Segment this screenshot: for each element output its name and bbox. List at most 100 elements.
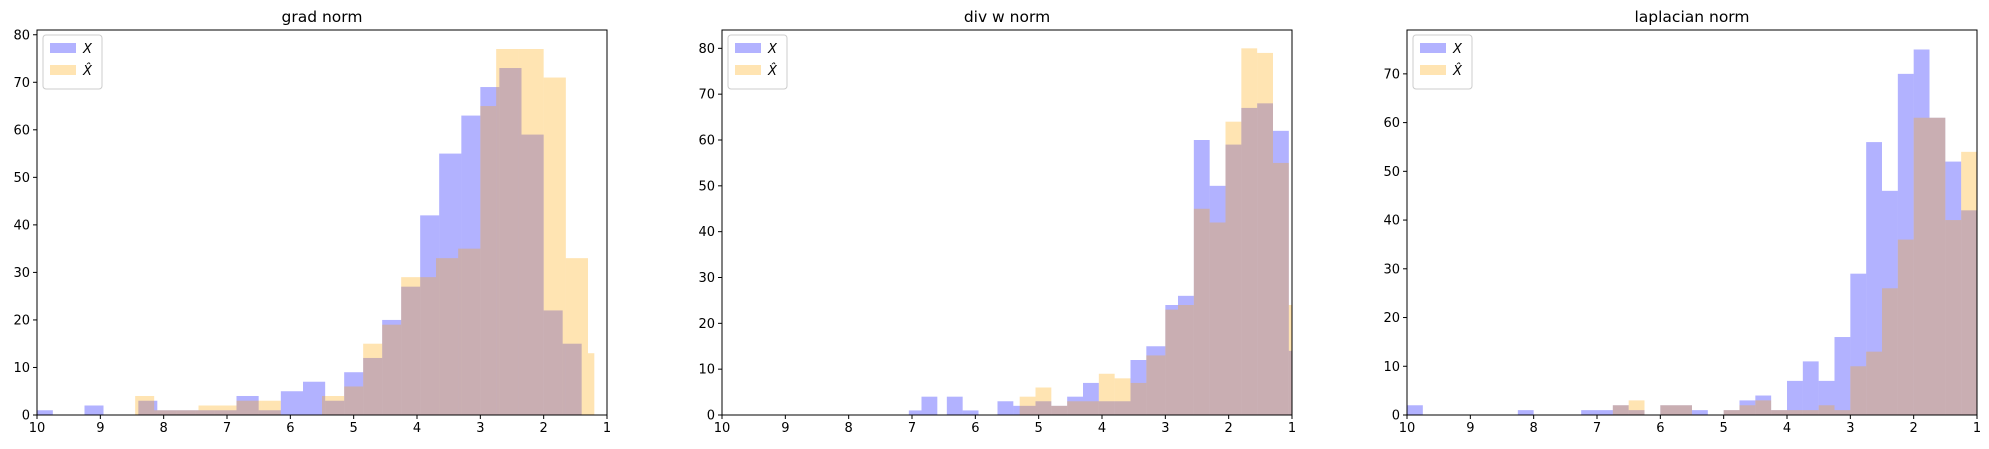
- histogram-bar: [1193, 140, 1210, 415]
- y-tick-label: 40: [698, 225, 715, 240]
- histogram-bar: [1612, 405, 1629, 415]
- legend-label: X: [1452, 42, 1463, 57]
- y-tick-label: 80: [698, 42, 715, 57]
- series-2-bars: [135, 49, 595, 416]
- histogram-bar: [1929, 117, 1946, 415]
- x-tick-label: 9: [1466, 421, 1474, 436]
- histogram-bar: [401, 286, 421, 415]
- histogram-bar: [401, 277, 421, 415]
- histogram-bar: [908, 410, 922, 415]
- histogram-bar: [461, 115, 481, 415]
- histogram-bar: [157, 410, 177, 415]
- histogram-bar: [363, 357, 383, 415]
- histogram-bar: [176, 410, 196, 415]
- histogram-bar: [1165, 305, 1178, 415]
- legend-box: [727, 34, 788, 90]
- x-tick-label: 2: [540, 421, 548, 436]
- histogram-bar: [1961, 210, 1977, 415]
- histogram-bar: [458, 248, 481, 415]
- histogram-bar: [1193, 208, 1210, 415]
- histogram-bar: [1067, 401, 1083, 415]
- histogram-bar: [84, 405, 104, 415]
- histogram-bar: [135, 395, 155, 415]
- x-tick-label: 8: [1530, 421, 1538, 436]
- legend-label: X̂: [767, 64, 778, 79]
- series-1-bars: [1407, 49, 1977, 416]
- histogram-bar: [1114, 401, 1131, 415]
- y-tick-label: 30: [698, 271, 715, 286]
- axes-frame: [721, 29, 1293, 416]
- histogram-bar: [1146, 346, 1166, 415]
- histogram-bar: [480, 106, 497, 416]
- histogram-bar: [303, 381, 326, 415]
- histogram-bar: [214, 410, 237, 415]
- y-tick-label: 70: [698, 88, 715, 103]
- x-tick-label: 10: [1399, 421, 1416, 436]
- histogram-bar: [1273, 130, 1289, 415]
- histogram-bar: [1288, 350, 1292, 415]
- x-tick-label: 4: [413, 421, 421, 436]
- x-tick-label: 8: [845, 421, 853, 436]
- x-tick-label: 3: [476, 421, 484, 436]
- histogram-bar: [1913, 117, 1930, 415]
- y-tick-label: 20: [698, 317, 715, 332]
- histogram-bar: [1802, 361, 1819, 415]
- histogram-bar: [1723, 410, 1740, 415]
- histogram-bar: [1130, 382, 1147, 415]
- histogram-bar: [1209, 185, 1226, 415]
- histogram-bar: [1834, 337, 1851, 415]
- legend-swatch: [50, 43, 76, 53]
- y-tick-label: 50: [1383, 165, 1400, 180]
- histogram-bar: [543, 310, 563, 415]
- chart-title: div w norm: [964, 8, 1050, 26]
- histogram-bar: [1035, 387, 1052, 415]
- x-tick-label: 8: [160, 421, 168, 436]
- histogram-bar: [1019, 396, 1036, 415]
- histogram-bar: [1013, 405, 1036, 415]
- histogram-bar: [1802, 410, 1819, 415]
- y-tick-label: 20: [1383, 311, 1400, 326]
- legend-label: X̂: [82, 64, 93, 79]
- histogram-bar: [1581, 410, 1613, 415]
- histogram-bar: [1850, 273, 1867, 415]
- y-tick-label: 50: [698, 179, 715, 194]
- x-tick-label: 9: [96, 421, 104, 436]
- histogram-bar: [1628, 400, 1645, 415]
- y-tick-label: 60: [1383, 116, 1400, 131]
- histogram-bar: [1225, 144, 1242, 415]
- histogram-bar: [1051, 405, 1068, 415]
- y-tick-label: 60: [13, 123, 30, 138]
- legend-label: X: [767, 42, 778, 57]
- histogram-bar: [420, 215, 440, 415]
- histogram-bar: [518, 49, 544, 415]
- x-tick-label: 7: [1593, 421, 1601, 436]
- legend-box: [42, 34, 103, 90]
- histogram-bar: [1273, 162, 1289, 415]
- histogram-bar: [1818, 405, 1835, 415]
- series-1-bars: [908, 103, 1292, 416]
- histogram-bar: [1257, 52, 1273, 416]
- histogram-bar: [1818, 380, 1835, 415]
- legend-label: X̂: [1452, 64, 1463, 79]
- histogram-bar: [1067, 396, 1083, 415]
- histogram-bar: [1612, 405, 1629, 415]
- chart-title: grad norm: [282, 8, 363, 26]
- histogram-bar: [138, 400, 158, 415]
- histogram-bar: [1945, 161, 1962, 415]
- legend: X X̂: [727, 34, 788, 90]
- y-tick-label: 80: [13, 28, 30, 43]
- histogram-bar: [1098, 373, 1115, 415]
- histogram-bar: [1850, 366, 1867, 415]
- histogram-bar: [1945, 220, 1962, 415]
- x-tick-label: 5: [350, 421, 358, 436]
- histogram-bar: [521, 134, 544, 415]
- legend: X X̂: [1412, 34, 1473, 90]
- histogram-bar: [997, 401, 1014, 415]
- histogram-bar: [1178, 305, 1194, 415]
- axes-frame: [36, 29, 608, 416]
- histogram-bar: [1051, 405, 1068, 415]
